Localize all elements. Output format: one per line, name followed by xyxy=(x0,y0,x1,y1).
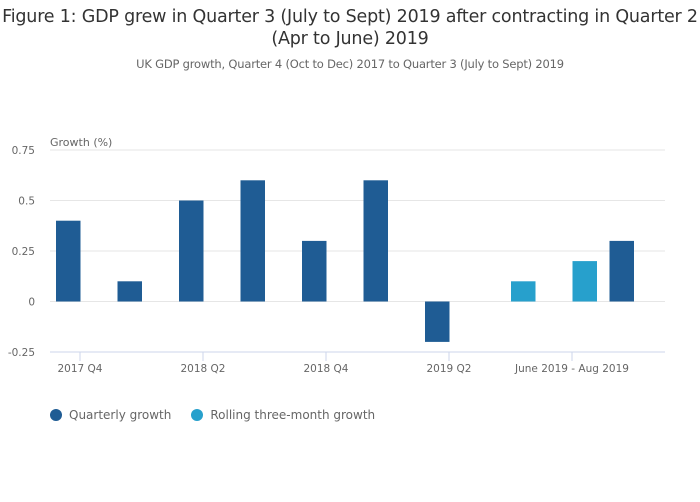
legend-item-quarterly-growth[interactable]: Quarterly growth xyxy=(50,408,171,422)
bar-rolling-growth[interactable] xyxy=(511,281,536,302)
legend: Quarterly growth Rolling three-month gro… xyxy=(50,408,395,422)
bar-rolling-growth[interactable] xyxy=(572,261,598,302)
y-tick-label: 0.25 xyxy=(12,246,35,258)
gridlines xyxy=(50,149,665,302)
x-tick-label: 2017 Q4 xyxy=(57,363,102,375)
bar-quarterly-growth[interactable] xyxy=(425,301,450,342)
bar-quarterly-growth[interactable] xyxy=(56,220,81,302)
bars xyxy=(56,180,634,342)
chart-subtitle: UK GDP growth, Quarter 4 (Oct to Dec) 20… xyxy=(136,57,564,71)
legend-label: Rolling three-month growth xyxy=(210,408,376,422)
y-tick-label: 0 xyxy=(28,297,35,309)
bar-quarterly-growth[interactable] xyxy=(240,180,266,302)
bar-quarterly-growth[interactable] xyxy=(609,240,635,302)
y-tick-label: 0.5 xyxy=(18,196,35,208)
bar-quarterly-growth[interactable] xyxy=(117,281,143,302)
legend-marker-rolling-growth xyxy=(191,409,204,421)
chart-title: Figure 1: GDP grew in Quarter 3 (July to… xyxy=(2,7,698,49)
bar-quarterly-growth[interactable] xyxy=(179,200,204,302)
x-axis: 2017 Q4 2018 Q2 2018 Q4 2019 Q2 June 2019 - … xyxy=(50,351,665,375)
x-tick-label: 2018 Q4 xyxy=(303,363,348,375)
x-tick-label: 2019 Q2 xyxy=(426,363,471,375)
legend-item-rolling-three-month-growth[interactable]: Rolling three-month growth xyxy=(191,408,375,422)
bar-quarterly-growth[interactable] xyxy=(302,240,327,302)
y-tick-label: -0.25 xyxy=(8,347,35,359)
x-tick-label: June 2019 - Aug 2019 xyxy=(514,363,629,375)
x-tick-label: 2018 Q2 xyxy=(180,363,225,375)
y-axis-title: Growth (%) xyxy=(50,136,112,149)
legend-label: Quarterly growth xyxy=(69,408,172,422)
legend-marker-quarterly-growth xyxy=(50,409,62,421)
y-tick-label: 0.75 xyxy=(12,145,35,157)
y-axis-ticks: -0.25 0 0.25 0.5 0.75 xyxy=(8,145,35,359)
bar-quarterly-growth[interactable] xyxy=(363,180,389,302)
